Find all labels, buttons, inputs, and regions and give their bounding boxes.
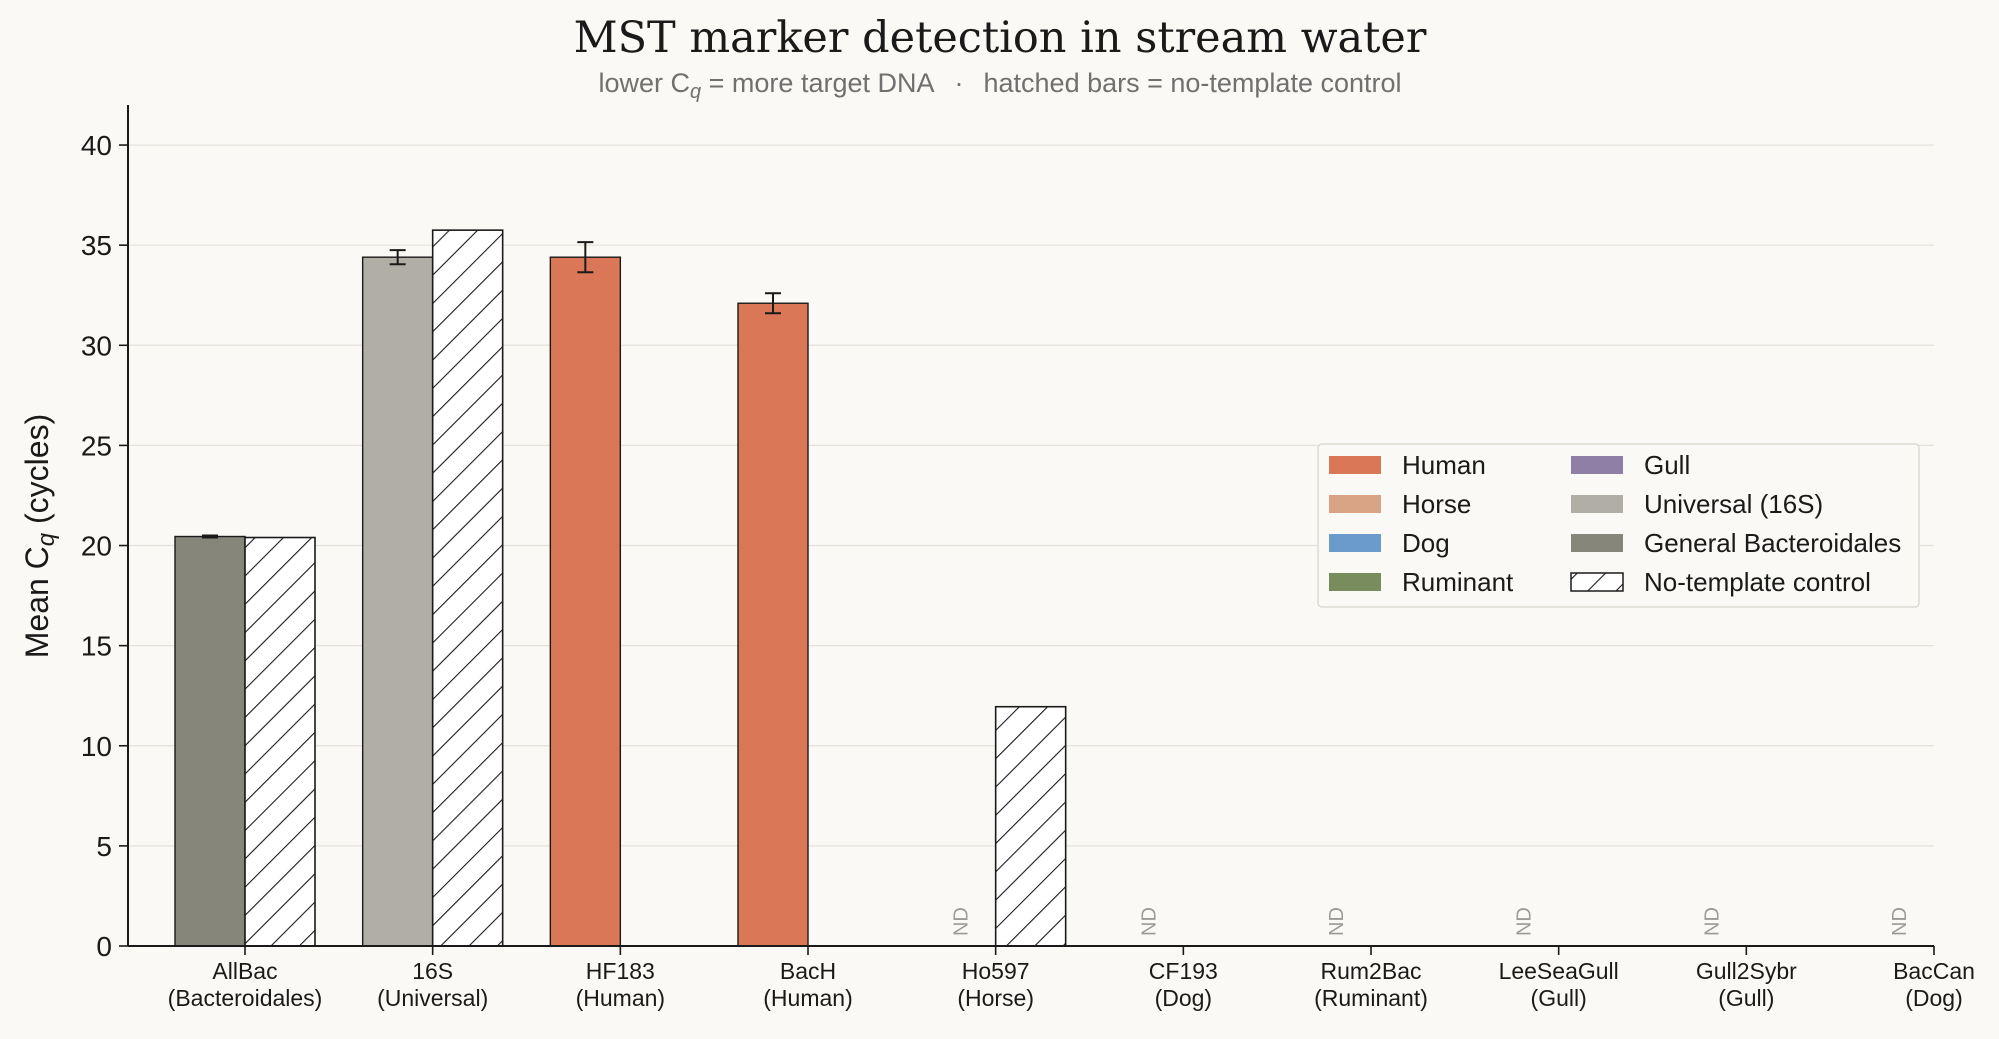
x-tick-label: Gull2Sybr (Gull) [1696,958,1797,1011]
x-tick-label: LeeSeaGull (Gull) [1499,958,1619,1011]
x-tick-label: AllBac (Bacteroidales) [168,958,323,1011]
bar-sample-16S [361,256,434,947]
legend-label: Human [1402,450,1486,480]
y-tick-label: 10 [81,731,112,762]
chart-subtitle: lower Cq = more target DNA · hatched bars … [599,68,1402,103]
legend-item: Ruminant [1329,567,1514,597]
bars: ND ND ND ND ND ND [174,229,1911,947]
y-axis-label: Mean Cq (cycles) [19,414,60,659]
legend-item: No-template control [1570,567,1871,597]
y-tick-label: 25 [81,430,112,461]
legend-swatch [1571,495,1623,513]
y-tick-label: 35 [81,230,112,261]
y-tick-label: 30 [81,330,112,361]
x-tick-label: 16S (Universal) [377,958,488,1011]
bar-ntc-AllBac [244,536,316,947]
x-tick-label: BacH (Human) [763,958,852,1011]
legend-swatch [1329,456,1381,474]
legend-swatch [1571,534,1623,552]
bar-sample-BacH [737,302,809,947]
y-tick-labels: 0 5 10 15 20 25 30 35 40 [81,130,112,962]
legend-label: Gull [1644,450,1690,480]
x-tick-label: Ho597 (Horse) [957,958,1034,1011]
nd-label: ND [951,907,973,936]
legend-label: Ruminant [1402,567,1514,597]
y-tick-label: 40 [81,130,112,161]
bar-ntc-Ho597 [994,705,1067,947]
y-tick-label: 15 [81,631,112,662]
legend-swatch [1570,572,1624,592]
y-tick-label: 5 [96,831,112,862]
x-tick-label: HF183 (Human) [576,958,665,1011]
x-tick-label: CF193 (Dog) [1149,958,1218,1011]
x-tick-label: Rum2Bac (Ruminant) [1314,958,1428,1011]
nd-label: ND [1889,907,1911,936]
chart-title: MST marker detection in stream water [574,13,1427,63]
legend-item: Universal (16S) [1571,489,1823,519]
legend-label: Dog [1402,528,1450,558]
error-bar-BacH [765,292,781,315]
nd-label: ND [1514,907,1536,936]
axes [119,105,1935,955]
nd-label: ND [1326,907,1348,936]
y-tick-label: 0 [96,931,112,962]
legend: Human Horse Dog Ruminant Gull Universal (16S)… [1317,443,1920,608]
nd-label: ND [1138,907,1160,936]
bar-sample-HF183 [549,256,622,947]
legend-item: Human [1329,450,1486,480]
bar-sample-AllBac [174,535,246,947]
legend-item: Dog [1329,528,1450,558]
legend-item: General Bacteroidales [1571,528,1901,558]
bar-ntc-16S [431,229,504,947]
legend-item: Horse [1329,489,1471,519]
error-bar-HF183 [577,241,594,274]
legend-swatch [1329,534,1381,552]
error-bar-AllBac [202,534,218,539]
legend-label: Universal (16S) [1644,489,1823,519]
legend-swatch [1571,456,1623,474]
y-tick-label: 20 [81,531,112,562]
error-bar-16S [389,249,406,266]
x-tick-label: BacCan (Dog) [1893,958,1975,1011]
legend-item: Gull [1571,450,1690,480]
legend-label: General Bacteroidales [1644,528,1901,558]
nd-label: ND [1701,907,1723,936]
legend-frame [1317,443,1920,608]
legend-swatch [1329,573,1381,591]
legend-label: No-template control [1644,567,1871,597]
x-tick-labels: AllBac (Bacteroidales) 16S (Universal) HF183… [168,958,1975,1011]
legend-swatch [1329,495,1381,513]
legend-label: Horse [1402,489,1471,519]
